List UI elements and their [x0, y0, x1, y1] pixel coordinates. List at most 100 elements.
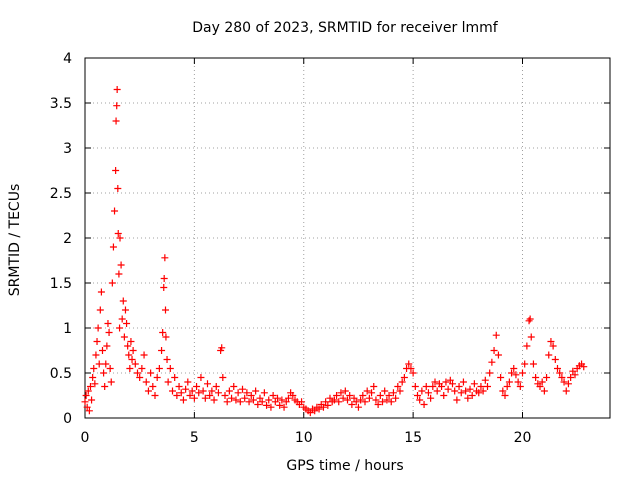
data-point [398, 378, 406, 386]
data-point [88, 396, 96, 404]
data-point [219, 374, 227, 381]
data-point [510, 365, 518, 372]
y-tick-label: 4 [63, 51, 72, 67]
data-point [100, 369, 108, 377]
data-point [103, 342, 111, 350]
data-point [149, 383, 157, 390]
data-point [188, 387, 196, 395]
data-point [161, 254, 169, 262]
data-point [352, 398, 360, 406]
data-point [162, 333, 170, 341]
data-point [134, 369, 141, 377]
data-point [125, 351, 133, 359]
data-point [81, 398, 89, 406]
data-point [306, 409, 314, 417]
data-point [569, 367, 577, 375]
data-point [525, 317, 533, 325]
data-point [114, 185, 122, 192]
y-tick-label: 1 [63, 321, 72, 337]
data-point [120, 333, 128, 341]
data-point [223, 398, 231, 406]
data-point [128, 356, 136, 363]
data-point [394, 383, 402, 390]
data-point [526, 315, 534, 323]
chart-title: Day 280 of 2023, SRMTID for receiver lmm… [192, 20, 499, 36]
data-point [532, 374, 540, 381]
data-point [457, 389, 465, 397]
data-point [354, 403, 362, 411]
data-point [95, 360, 103, 368]
data-point [113, 86, 121, 93]
data-point [109, 243, 117, 251]
data-point [123, 320, 131, 327]
data-point [551, 356, 559, 363]
data-point [112, 117, 120, 125]
data-point [508, 369, 516, 377]
data-point [210, 396, 218, 404]
data-point [106, 365, 114, 372]
data-point [199, 387, 207, 395]
data-point [455, 383, 463, 390]
data-point [564, 380, 572, 388]
data-point [442, 378, 450, 386]
data-point [571, 371, 579, 379]
data-point [420, 401, 428, 408]
data-point [464, 394, 472, 402]
data-point [392, 394, 400, 402]
data-point [416, 396, 424, 404]
data-point [214, 389, 222, 397]
data-point [89, 374, 97, 381]
data-point [282, 398, 290, 406]
data-point [208, 387, 216, 395]
data-point [195, 389, 203, 397]
data-point [96, 306, 104, 314]
data-point [126, 365, 134, 372]
x-tick-label: 10 [295, 430, 313, 446]
data-point [527, 333, 535, 341]
data-point [289, 392, 297, 399]
y-tick-label: 2 [63, 231, 72, 247]
data-point [562, 387, 570, 395]
data-point [201, 394, 209, 402]
data-point [374, 401, 382, 408]
data-point [348, 401, 356, 408]
data-point [258, 398, 266, 406]
data-point [105, 329, 113, 336]
data-point [102, 360, 110, 368]
data-point [280, 403, 288, 411]
data-point [372, 396, 380, 404]
data-point [503, 383, 511, 390]
data-point [350, 394, 358, 402]
data-point [228, 394, 236, 402]
data-point [121, 306, 129, 314]
x-tick-label: 15 [404, 430, 422, 446]
data-point [466, 385, 474, 393]
data-point [234, 389, 242, 397]
data-point [538, 378, 546, 386]
data-point [182, 385, 190, 393]
data-point [265, 396, 273, 404]
data-point [97, 288, 105, 296]
data-point [245, 398, 253, 406]
data-point [112, 167, 120, 174]
data-point [363, 387, 371, 395]
data-point [151, 392, 159, 399]
data-point [116, 324, 124, 332]
data-point [225, 387, 233, 395]
data-point [243, 389, 251, 397]
axis-ticks: 0 0.5 1 1.5 2 2.5 3 3.5 4 0 5 10 15 20 [50, 51, 610, 446]
data-point [516, 383, 524, 390]
data-point [274, 394, 281, 402]
y-tick-label: 3 [63, 141, 72, 157]
data-point [475, 389, 483, 397]
data-point [82, 392, 90, 399]
data-point [311, 407, 319, 415]
data-point [490, 347, 498, 354]
data-point [324, 401, 332, 409]
data-point [175, 383, 183, 390]
data-point [204, 380, 211, 388]
data-point [127, 338, 135, 345]
data-point [140, 351, 148, 359]
data-point [545, 351, 553, 359]
